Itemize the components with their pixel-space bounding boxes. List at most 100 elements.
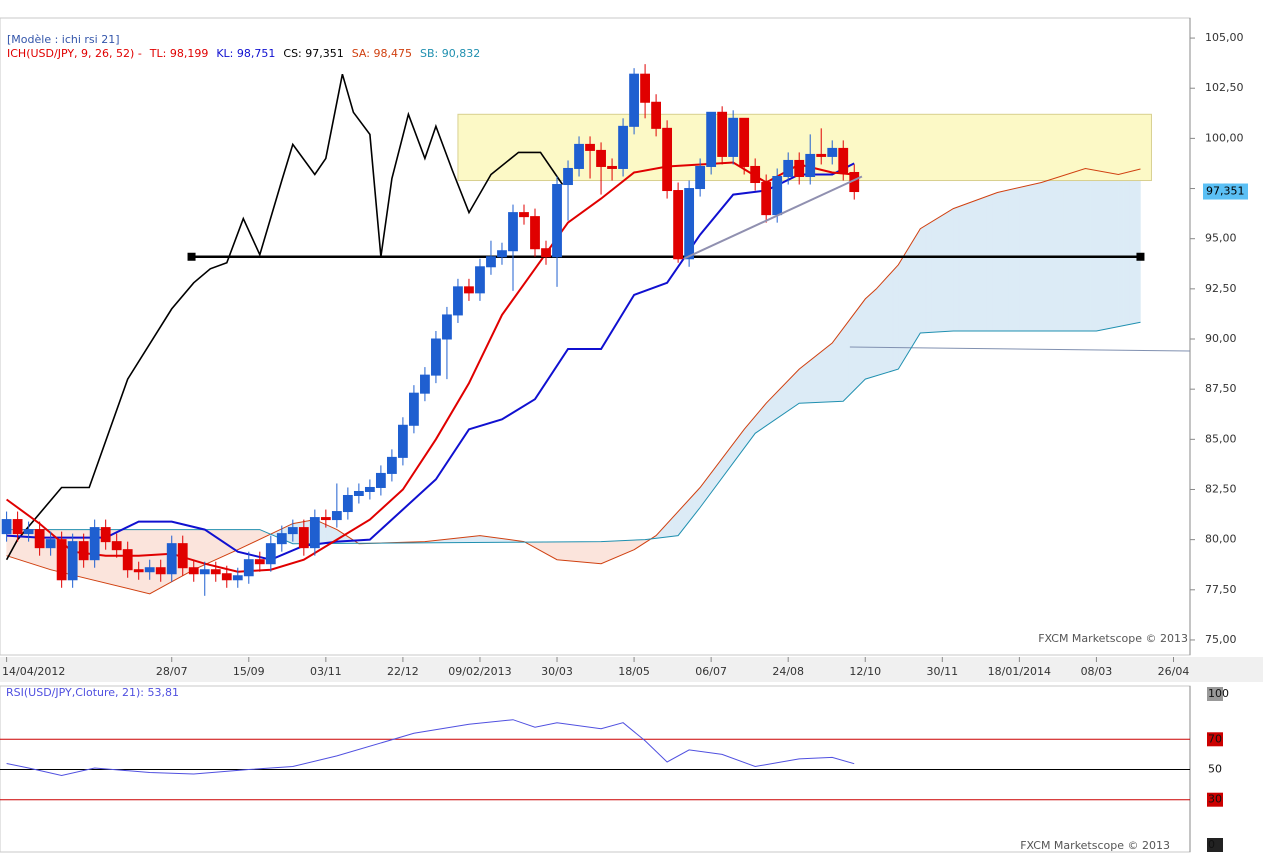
candle-body: [464, 286, 474, 294]
candle-body: [739, 117, 750, 167]
candle-body: [486, 256, 496, 268]
candle-body: [431, 338, 441, 376]
cloud-fill: [881, 276, 888, 375]
y-tick-badge: [1207, 687, 1223, 701]
cloud-fill: [1129, 170, 1136, 325]
candle-body: [706, 111, 717, 167]
candle-body: [89, 527, 100, 561]
cloud-fill: [320, 521, 327, 544]
cloud-fill: [892, 264, 899, 372]
candle-body: [519, 212, 529, 218]
candle-body: [453, 286, 463, 316]
cloud-fill: [980, 196, 987, 332]
cloud-fill: [606, 540, 613, 562]
cloud-fill: [573, 541, 580, 562]
x-tick-label: 08/03: [1081, 665, 1113, 678]
cloud-fill: [920, 224, 927, 334]
rsi-title: RSI(USD/JPY,Cloture, 21): 53,81: [6, 686, 179, 699]
candle-body: [783, 159, 794, 177]
cloud-fill: [848, 312, 855, 397]
candle-body: [673, 190, 684, 260]
candle-body: [640, 73, 650, 103]
candle-body: [287, 527, 298, 535]
cloud-fill: [831, 334, 838, 402]
candle-body: [552, 184, 562, 258]
candle-body: [309, 517, 320, 549]
candle-body: [221, 573, 232, 581]
candle-body: [45, 539, 56, 549]
candle-body: [375, 472, 386, 488]
support-handle: [1136, 252, 1145, 261]
cloud-fill: [193, 529, 200, 571]
date-strip: [0, 657, 1263, 682]
last-price-label: 97,351: [1206, 185, 1245, 198]
cloud-fill: [876, 282, 883, 377]
cloud-fill: [909, 236, 916, 352]
cloud-fill: [1101, 171, 1108, 331]
candle-body: [585, 143, 595, 151]
candle-body: [34, 529, 45, 549]
cloud-fill: [600, 541, 607, 565]
candle-body: [1, 519, 12, 535]
cloud-fill: [1079, 168, 1086, 332]
cloud-fill: [815, 351, 822, 403]
cloud-fill: [28, 529, 35, 565]
y-tick-label: 0: [1208, 838, 1215, 851]
cloud-fill: [986, 194, 993, 332]
cloud-fill: [1096, 170, 1103, 332]
y-tick-label: 75,00: [1205, 633, 1237, 646]
cloud-fill: [149, 529, 156, 595]
candle-body: [761, 182, 772, 216]
y-tick-badge: [1207, 838, 1223, 852]
model-label: [Modèle : ichi rsi 21]: [7, 33, 120, 46]
candle-body: [353, 490, 364, 496]
cloud-fill: [953, 206, 960, 332]
x-tick-label: 09/02/2013: [448, 665, 511, 678]
legend-entry: SA: 98,475: [351, 47, 412, 60]
y-tick-label: 95,00: [1205, 232, 1237, 245]
cloud-fill: [887, 270, 894, 373]
watermark: FXCM Marketscope © 2013: [1020, 839, 1170, 852]
y-tick-label: 82,50: [1205, 482, 1237, 495]
y-tick-label: 80,00: [1205, 533, 1237, 546]
cloud-fill: [969, 200, 976, 332]
candle-body: [420, 374, 430, 394]
cloud-fill: [1002, 189, 1009, 332]
projection-line: [849, 346, 1191, 352]
x-tick-label: 24/08: [772, 665, 804, 678]
resistance-zone: [457, 113, 1152, 182]
candle-body: [155, 567, 166, 575]
cloud-fill: [22, 529, 29, 564]
candle-body: [12, 519, 23, 535]
cloud-fill: [804, 359, 811, 404]
cloud-fill: [997, 190, 1004, 332]
legend-entry: TL: 98,199: [149, 47, 209, 60]
candle-body: [541, 248, 551, 258]
candle-body: [684, 188, 695, 260]
cloud-fill: [936, 214, 943, 333]
cloud-fill: [325, 524, 332, 544]
candle-body: [475, 266, 485, 294]
cloud-fill: [853, 305, 861, 391]
x-tick-label: 06/07: [695, 665, 727, 678]
x-tick-label: 26/04: [1158, 665, 1190, 678]
legend-line: ICH(USD/JPY, 9, 26, 52) - TL: 98,199 KL: 9…: [7, 47, 488, 61]
cloud-fill: [611, 540, 618, 560]
y-tick-label: 100: [1208, 687, 1229, 700]
y-tick-label: 70: [1208, 732, 1222, 745]
trend-line: [683, 175, 863, 260]
cloud-fill: [1112, 173, 1119, 329]
x-tick-label: 03/11: [310, 665, 342, 678]
candle-body: [662, 127, 673, 192]
candle-body: [276, 533, 287, 545]
cloud-fill: [562, 541, 569, 561]
cloud-fill: [1019, 185, 1026, 332]
x-tick-label: 12/10: [849, 665, 881, 678]
candle-body: [111, 541, 122, 551]
cloud-fill: [1107, 172, 1114, 330]
candle-body: [651, 101, 661, 129]
candle-body: [717, 111, 728, 157]
candle-body: [342, 494, 353, 513]
cloud-fill: [820, 346, 827, 403]
